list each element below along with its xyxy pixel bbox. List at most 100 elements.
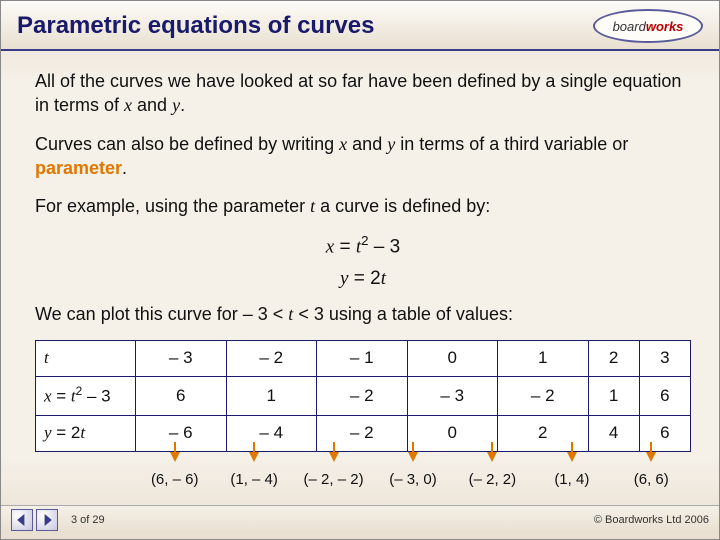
t-cell: 2: [588, 341, 639, 377]
y-cell: 4: [588, 415, 639, 451]
paragraph-2: Curves can also be defined by writing x …: [35, 132, 691, 181]
coord-cell: (6, – 6): [135, 456, 214, 490]
coord-cell: (6, 6): [612, 456, 691, 490]
p3-text-b: a curve is defined by:: [315, 196, 490, 216]
x-cell: – 2: [498, 377, 589, 416]
arrow-down-icon: [333, 442, 335, 452]
page-number: 3 of 29: [71, 514, 105, 526]
coord-text: (– 2, 2): [469, 471, 517, 488]
p2-text-end: .: [122, 158, 127, 178]
paragraph-1: All of the curves we have looked at so f…: [35, 69, 691, 118]
eq1-exp: 2: [361, 233, 368, 248]
arrow-down-icon: [412, 442, 414, 452]
p3-text-a: For example, using the parameter: [35, 196, 310, 216]
arrow-down-icon: [329, 452, 339, 462]
eq1-lhs: x: [326, 237, 334, 258]
arrow-down-icon: [170, 452, 180, 462]
coord-text: (– 2, – 2): [304, 471, 364, 488]
coord-cell: (– 3, 0): [373, 456, 452, 490]
table-row-y: y = 2t – 6 – 4 – 2 0 2 4 6: [36, 415, 691, 451]
p1-text-and: and: [132, 95, 172, 115]
p1-var-y: y: [172, 95, 180, 115]
footer-bar: 3 of 29 © Boardworks Ltd 2006: [1, 505, 719, 533]
chevron-right-icon: [41, 514, 53, 526]
row-header-t: t: [36, 341, 136, 377]
y-cell: – 2: [317, 415, 408, 451]
x-cell: – 2: [317, 377, 408, 416]
rh-t: t: [44, 348, 49, 367]
p1-text-end: .: [180, 95, 185, 115]
table-row-t: t – 3 – 2 – 1 0 1 2 3: [36, 341, 691, 377]
copyright-text: © Boardworks Ltd 2006: [594, 514, 709, 526]
slide: Parametric equations of curves boardwork…: [0, 0, 720, 540]
next-button[interactable]: [36, 509, 58, 531]
coord-text: (6, 6): [634, 471, 669, 488]
paragraph-4: We can plot this curve for – 3 < t < 3 u…: [35, 302, 691, 326]
paragraph-3: For example, using the parameter t a cur…: [35, 194, 691, 218]
equation-2: y = 2t: [35, 266, 691, 292]
arrow-down-icon: [646, 452, 656, 462]
arrow-down-icon: [253, 442, 255, 452]
values-table: t – 3 – 2 – 1 0 1 2 3 x = t2 – 3 6 1 – 2…: [35, 340, 691, 451]
p2-text-b: in terms of a third variable or: [395, 134, 628, 154]
x-cell: 6: [639, 377, 690, 416]
coord-cell: (– 2, 2): [453, 456, 532, 490]
p4-text-b: < 3 using a table of values:: [293, 304, 513, 324]
arrow-down-icon: [408, 452, 418, 462]
logo-oval: boardworks: [593, 9, 703, 43]
t-cell: 1: [498, 341, 589, 377]
arrow-down-icon: [571, 442, 573, 452]
y-cell: 6: [639, 415, 690, 451]
coord-cell: (1, 4): [532, 456, 611, 490]
table-row-x: x = t2 – 3 6 1 – 2 – 3 – 2 1 6: [36, 377, 691, 416]
y-cell: – 4: [226, 415, 317, 451]
p4-text-a: We can plot this curve for – 3 <: [35, 304, 288, 324]
prev-button[interactable]: [11, 509, 33, 531]
p2-keyword: parameter: [35, 158, 122, 178]
arrow-down-icon: [174, 442, 176, 452]
x-cell: 1: [226, 377, 317, 416]
header-bar: Parametric equations of curves boardwork…: [1, 1, 719, 51]
eq2-eq: = 2: [348, 268, 380, 289]
row-header-y: y = 2t: [36, 415, 136, 451]
arrow-down-icon: [567, 452, 577, 462]
slide-title: Parametric equations of curves: [17, 12, 374, 40]
t-cell: – 2: [226, 341, 317, 377]
t-cell: – 3: [136, 341, 227, 377]
coord-text: (– 3, 0): [389, 471, 437, 488]
row-header-x: x = t2 – 3: [36, 377, 136, 416]
logo: boardworks: [593, 9, 703, 43]
arrow-down-icon: [491, 442, 493, 452]
eq2-t: t: [381, 268, 386, 289]
coord-text: (1, – 4): [230, 471, 278, 488]
coord-cell: (1, – 4): [214, 456, 293, 490]
coord-cell: (– 2, – 2): [294, 456, 373, 490]
p2-text-a: Curves can also be defined by writing: [35, 134, 339, 154]
t-cell: 0: [407, 341, 498, 377]
arrow-down-icon: [249, 452, 259, 462]
p1-var-x: x: [124, 95, 132, 115]
eq1-rest: – 3: [369, 237, 401, 258]
equation-1: x = t2 – 3: [35, 232, 691, 260]
p2-text-mid: and: [347, 134, 387, 154]
coords-spacer: [35, 456, 135, 490]
x-cell: 1: [588, 377, 639, 416]
y-cell: – 6: [136, 415, 227, 451]
p2-var-x: x: [339, 134, 347, 154]
x-cell: – 3: [407, 377, 498, 416]
logo-text-bold: works: [646, 19, 684, 34]
y-cell: 2: [498, 415, 589, 451]
coord-text: (1, 4): [554, 471, 589, 488]
y-cell: 0: [407, 415, 498, 451]
t-cell: 3: [639, 341, 690, 377]
coord-text: (6, – 6): [151, 471, 199, 488]
t-cell: – 1: [317, 341, 408, 377]
chevron-left-icon: [16, 514, 28, 526]
coords-row: (6, – 6) (1, – 4) (– 2, – 2) (– 3, 0) (–…: [35, 456, 691, 490]
eq1-eq: =: [334, 237, 356, 258]
logo-text-plain: board: [613, 19, 646, 34]
content-area: All of the curves we have looked at so f…: [1, 51, 719, 490]
arrow-down-icon: [487, 452, 497, 462]
x-cell: 6: [136, 377, 227, 416]
arrow-down-icon: [650, 442, 652, 452]
